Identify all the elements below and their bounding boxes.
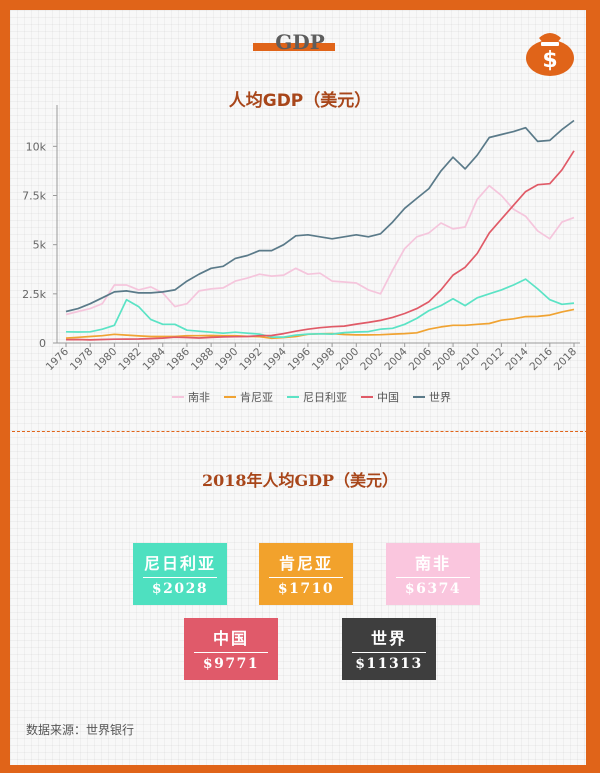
series-line-3 bbox=[65, 150, 575, 341]
x-tick-label: 2014 bbox=[503, 345, 531, 373]
x-tick-label: 1984 bbox=[140, 345, 168, 373]
card-divider bbox=[269, 577, 343, 578]
y-tick-label: 2.5k bbox=[22, 288, 46, 301]
card-kenya: 肯尼亚 $1710 bbox=[259, 543, 353, 605]
y-tick-label: 7.5k bbox=[22, 190, 46, 203]
card-value: $1710 bbox=[277, 581, 335, 597]
page-title: GDP bbox=[275, 30, 325, 54]
page-frame bbox=[10, 10, 586, 765]
data-source: 数据来源：世界银行 bbox=[26, 723, 135, 737]
card-value: $6374 bbox=[404, 581, 462, 597]
x-tick-label: 2018 bbox=[552, 346, 579, 373]
x-tick-label: 1980 bbox=[92, 346, 119, 373]
x-tick-label: 2000 bbox=[334, 346, 361, 373]
x-tick-label: 1982 bbox=[116, 346, 143, 373]
x-tick-label: 1976 bbox=[44, 345, 72, 373]
legend-label: 肯尼亚 bbox=[240, 391, 273, 404]
chart-title: 人均GDP（美元） bbox=[228, 91, 372, 111]
section-divider bbox=[12, 431, 588, 432]
card-nigeria: 尼日利亚 $2028 bbox=[133, 543, 227, 605]
card-label: 肯尼亚 bbox=[278, 554, 333, 573]
section2-title: 2018年人均GDP（美元） bbox=[201, 471, 399, 490]
header-underline bbox=[253, 43, 335, 51]
x-tick-label: 1992 bbox=[237, 346, 264, 373]
x-tick-label: 2006 bbox=[407, 345, 435, 373]
x-tick-label: 2002 bbox=[358, 346, 385, 373]
card-divider bbox=[396, 577, 470, 578]
y-tick-label: 5k bbox=[33, 239, 47, 252]
series-line-0 bbox=[65, 184, 575, 316]
card-value: $9771 bbox=[202, 656, 260, 672]
series-line-2 bbox=[65, 278, 575, 338]
card-divider bbox=[352, 652, 426, 653]
series-line-4 bbox=[65, 119, 575, 313]
card-world: 世界 $11313 bbox=[342, 618, 436, 680]
x-tick-label: 1978 bbox=[68, 346, 95, 373]
line-chart: 02.5k5k7.5k10k19761978198019821984198619… bbox=[22, 105, 580, 404]
x-tick-label: 2008 bbox=[431, 346, 458, 373]
card-divider bbox=[143, 577, 217, 578]
card-label: 南非 bbox=[414, 554, 451, 573]
x-tick-label: 1998 bbox=[310, 346, 337, 373]
svg-text:$: $ bbox=[542, 48, 557, 73]
card-label: 世界 bbox=[370, 629, 407, 648]
legend-label: 尼日利亚 bbox=[303, 391, 347, 404]
card-value: $11313 bbox=[355, 656, 423, 672]
y-tick-label: 10k bbox=[26, 140, 47, 153]
legend-label: 中国 bbox=[377, 391, 399, 404]
card-china: 中国 $9771 bbox=[184, 618, 278, 680]
card-value: $2028 bbox=[151, 581, 209, 597]
card-divider bbox=[194, 652, 268, 653]
card-south-africa: 南非 $6374 bbox=[386, 543, 480, 605]
x-tick-label: 2016 bbox=[528, 345, 556, 373]
x-tick-label: 1988 bbox=[189, 346, 216, 373]
y-tick-label: 0 bbox=[39, 337, 46, 350]
x-tick-label: 1996 bbox=[286, 345, 314, 373]
x-tick-label: 2012 bbox=[479, 346, 506, 373]
x-tick-label: 1994 bbox=[261, 345, 289, 373]
legend-label: 南非 bbox=[188, 391, 210, 404]
card-label: 中国 bbox=[212, 629, 249, 648]
legend-label: 世界 bbox=[429, 391, 451, 404]
money-bag-icon: $ bbox=[526, 33, 574, 76]
card-label: 尼日利亚 bbox=[143, 554, 216, 573]
x-tick-label: 2004 bbox=[382, 345, 410, 373]
x-tick-label: 1990 bbox=[213, 346, 240, 373]
x-tick-label: 2010 bbox=[455, 346, 482, 373]
x-tick-label: 1986 bbox=[165, 345, 193, 373]
